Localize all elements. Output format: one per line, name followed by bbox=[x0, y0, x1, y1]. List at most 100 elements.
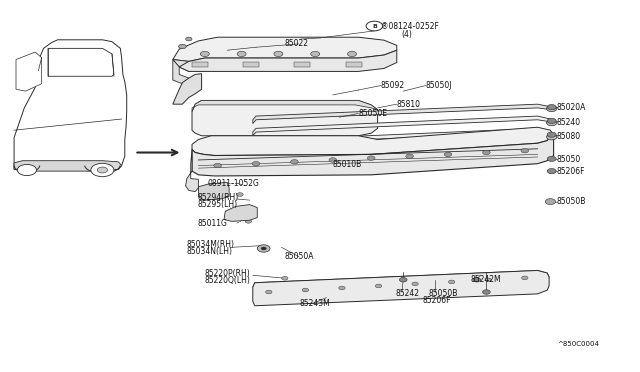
Circle shape bbox=[266, 290, 272, 294]
Text: 85034N(LH): 85034N(LH) bbox=[187, 247, 233, 256]
Text: (4): (4) bbox=[401, 30, 412, 39]
Circle shape bbox=[348, 51, 356, 57]
Text: 85050J: 85050J bbox=[426, 81, 452, 90]
Circle shape bbox=[485, 278, 492, 282]
Text: 85242M: 85242M bbox=[470, 275, 501, 284]
Circle shape bbox=[186, 37, 192, 41]
Circle shape bbox=[473, 278, 481, 282]
Text: 85020A: 85020A bbox=[557, 103, 586, 112]
Circle shape bbox=[547, 118, 556, 124]
Circle shape bbox=[311, 51, 320, 57]
Polygon shape bbox=[173, 60, 189, 86]
Text: B: B bbox=[372, 23, 377, 29]
Bar bbox=[192, 62, 208, 67]
Bar bbox=[346, 62, 362, 67]
Circle shape bbox=[547, 106, 557, 112]
Text: ^850C0004: ^850C0004 bbox=[557, 341, 598, 347]
Polygon shape bbox=[198, 182, 229, 200]
Circle shape bbox=[547, 134, 557, 140]
Text: 85050: 85050 bbox=[557, 155, 581, 164]
Polygon shape bbox=[14, 161, 122, 171]
Circle shape bbox=[521, 148, 529, 153]
Circle shape bbox=[179, 44, 186, 49]
Circle shape bbox=[329, 158, 337, 162]
Polygon shape bbox=[173, 74, 202, 104]
Text: 08911-1052G: 08911-1052G bbox=[208, 179, 260, 187]
Circle shape bbox=[291, 160, 298, 164]
Text: 85206F: 85206F bbox=[422, 296, 451, 305]
Polygon shape bbox=[192, 136, 554, 176]
Text: 85011G: 85011G bbox=[197, 219, 227, 228]
Circle shape bbox=[547, 169, 556, 174]
Circle shape bbox=[547, 156, 556, 161]
Circle shape bbox=[545, 199, 556, 205]
Circle shape bbox=[257, 245, 270, 252]
Text: 85050A: 85050A bbox=[285, 252, 314, 261]
Circle shape bbox=[547, 105, 556, 110]
Polygon shape bbox=[224, 205, 257, 221]
Circle shape bbox=[237, 51, 246, 57]
Circle shape bbox=[547, 132, 556, 137]
Circle shape bbox=[483, 290, 490, 294]
Polygon shape bbox=[14, 40, 127, 169]
Text: 85050E: 85050E bbox=[358, 109, 387, 118]
Text: 85294(RH): 85294(RH) bbox=[197, 193, 238, 202]
Circle shape bbox=[339, 286, 345, 290]
Circle shape bbox=[412, 282, 419, 286]
Text: 85010B: 85010B bbox=[333, 160, 362, 169]
Polygon shape bbox=[253, 128, 552, 148]
Text: 85220Q(LH): 85220Q(LH) bbox=[205, 276, 251, 285]
Circle shape bbox=[97, 167, 108, 173]
Polygon shape bbox=[192, 127, 554, 155]
Bar bbox=[243, 62, 259, 67]
Circle shape bbox=[483, 150, 490, 155]
Text: 85080: 85080 bbox=[557, 132, 581, 141]
Polygon shape bbox=[186, 150, 198, 192]
Text: 85240: 85240 bbox=[557, 118, 581, 126]
Polygon shape bbox=[253, 270, 549, 287]
Polygon shape bbox=[179, 50, 397, 71]
Circle shape bbox=[302, 288, 308, 292]
Circle shape bbox=[252, 161, 260, 166]
Text: 85050B: 85050B bbox=[557, 197, 586, 206]
Text: 85242: 85242 bbox=[396, 289, 420, 298]
Circle shape bbox=[449, 280, 455, 284]
Circle shape bbox=[200, 51, 209, 57]
Polygon shape bbox=[173, 60, 189, 71]
Circle shape bbox=[399, 278, 407, 282]
Text: 85034M(RH): 85034M(RH) bbox=[187, 240, 235, 249]
Circle shape bbox=[261, 247, 266, 250]
Text: 85220P(RH): 85220P(RH) bbox=[205, 269, 250, 278]
Polygon shape bbox=[253, 270, 549, 306]
Polygon shape bbox=[253, 104, 552, 124]
Text: 85810: 85810 bbox=[397, 100, 421, 109]
Polygon shape bbox=[192, 100, 378, 112]
Circle shape bbox=[17, 164, 36, 176]
Text: 85050B: 85050B bbox=[429, 289, 458, 298]
Circle shape bbox=[366, 21, 383, 31]
Circle shape bbox=[406, 154, 413, 158]
Text: 85206F: 85206F bbox=[557, 167, 586, 176]
Circle shape bbox=[237, 193, 243, 196]
Circle shape bbox=[367, 156, 375, 160]
Circle shape bbox=[91, 163, 114, 177]
Text: ®08124-0252F: ®08124-0252F bbox=[381, 22, 438, 31]
Text: 85243M: 85243M bbox=[300, 299, 330, 308]
Polygon shape bbox=[173, 37, 397, 61]
Text: 85295(LH): 85295(LH) bbox=[197, 200, 237, 209]
Circle shape bbox=[522, 276, 528, 280]
Circle shape bbox=[282, 276, 288, 280]
Circle shape bbox=[547, 120, 557, 126]
Text: 85022: 85022 bbox=[285, 39, 309, 48]
Circle shape bbox=[274, 51, 283, 57]
Circle shape bbox=[245, 219, 252, 223]
Polygon shape bbox=[48, 48, 114, 76]
Text: 85092: 85092 bbox=[381, 81, 405, 90]
Circle shape bbox=[375, 284, 381, 288]
Polygon shape bbox=[192, 100, 378, 136]
Circle shape bbox=[214, 163, 221, 168]
Polygon shape bbox=[253, 116, 552, 136]
Polygon shape bbox=[16, 52, 42, 91]
Bar bbox=[294, 62, 310, 67]
Circle shape bbox=[444, 152, 452, 157]
